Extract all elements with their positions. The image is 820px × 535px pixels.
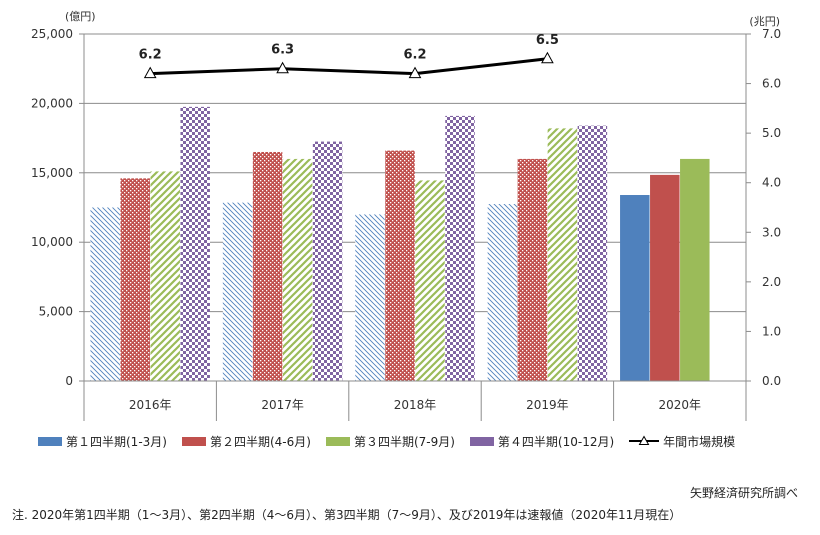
bar-2-3 <box>517 158 548 381</box>
legend-swatch-q3 <box>325 436 350 446</box>
bar-3-0 <box>150 171 180 381</box>
market-size-line: 6.2 6.3 6.2 6.5 <box>139 33 559 79</box>
left-tick-label: 0 <box>65 374 73 388</box>
right-tick-label: 3.0 <box>762 225 781 239</box>
left-axis-unit: (億円) <box>65 10 96 23</box>
legend-label-line: 年間市場規模 <box>663 434 736 449</box>
bars <box>90 106 710 382</box>
bar-4-0 <box>180 106 210 382</box>
market-size-marker <box>143 66 157 79</box>
right-tick-label: 6.0 <box>762 77 781 91</box>
market-size-marker <box>541 51 554 64</box>
source-credit: 矢野経済研究所調べ <box>689 486 798 500</box>
right-tick-label: 1.0 <box>762 324 781 338</box>
right-tick-label: 7.0 <box>762 27 781 41</box>
legend: 第１四半期(1-3月) 第２四半期(4-6月) 第３四半期(7-9月) 第４四半… <box>38 431 798 451</box>
bar-2-1 <box>252 151 283 381</box>
right-tick-label: 2.0 <box>762 275 781 289</box>
legend-label-q3: 第３四半期(7-9月) <box>353 434 455 449</box>
bar-4-1 <box>312 141 343 381</box>
x-category-label: 2019年 <box>526 398 569 412</box>
legend-line-icon <box>629 435 660 445</box>
bar-3-3 <box>547 128 578 381</box>
bar-3-4 <box>680 158 710 381</box>
market-size-polyline <box>150 57 548 76</box>
bar-1-2 <box>355 214 385 381</box>
bar-1-3 <box>487 204 518 381</box>
left-tick-label: 20,000 <box>31 96 73 110</box>
x-category-label: 2020年 <box>659 398 702 412</box>
x-category-label: 2018年 <box>394 398 437 412</box>
left-tick-label: 25,000 <box>31 27 73 41</box>
bar-3-1 <box>282 158 313 381</box>
bar-1-4 <box>620 195 650 381</box>
bar-1-0 <box>90 207 120 381</box>
bar-1-1 <box>222 202 253 381</box>
axes: 0 5,000 10,000 15,000 20,000 25,000 0.0 1.0 2.0 3… <box>31 27 781 421</box>
legend-item-line: 年間市場規模 <box>629 433 735 450</box>
right-axis-unit: (兆円) <box>749 15 780 28</box>
legend-label-q1: 第１四半期(1-3月) <box>66 434 167 449</box>
legend-item-q3: 第３四半期(7-9月) <box>325 433 455 450</box>
market-size-label: 6.5 <box>536 33 559 48</box>
right-tick-label: 4.0 <box>762 176 781 190</box>
bar-4-3 <box>577 125 608 381</box>
right-tick-label: 5.0 <box>762 126 781 140</box>
right-tick-label: 0.0 <box>762 374 781 388</box>
bar-4-2 <box>445 115 475 381</box>
market-size-label: 6.2 <box>403 48 426 63</box>
market-size-marker <box>276 61 289 74</box>
legend-label-q2: 第２四半期(4-6月) <box>209 434 311 449</box>
x-category-label: 2016年 <box>129 398 172 412</box>
bar-3-2 <box>415 180 445 381</box>
x-category-label: 2017年 <box>261 398 304 412</box>
footnote: 注. 2020年第1四半期（1～3月）、第2四半期（4～6月）、第3四半期（7～… <box>12 508 682 522</box>
legend-label-q4: 第４四半期(10-12月) <box>497 434 615 449</box>
legend-item-q1: 第１四半期(1-3月) <box>38 433 167 450</box>
left-tick-label: 5,000 <box>39 305 73 319</box>
market-size-marker <box>408 66 422 79</box>
market-size-label: 6.2 <box>139 48 162 63</box>
bar-2-0 <box>120 178 150 381</box>
left-tick-label: 10,000 <box>31 235 73 249</box>
left-tick-label: 15,000 <box>31 166 73 180</box>
market-size-label: 6.3 <box>271 43 294 58</box>
bar-2-4 <box>650 174 680 381</box>
legend-swatch-q1 <box>38 436 62 446</box>
legend-item-q4: 第４四半期(10-12月) <box>469 433 615 450</box>
legend-swatch-q4 <box>469 436 494 446</box>
bar-2-2 <box>385 150 415 381</box>
legend-swatch-q2 <box>181 436 206 446</box>
legend-item-q2: 第２四半期(4-6月) <box>181 433 311 450</box>
